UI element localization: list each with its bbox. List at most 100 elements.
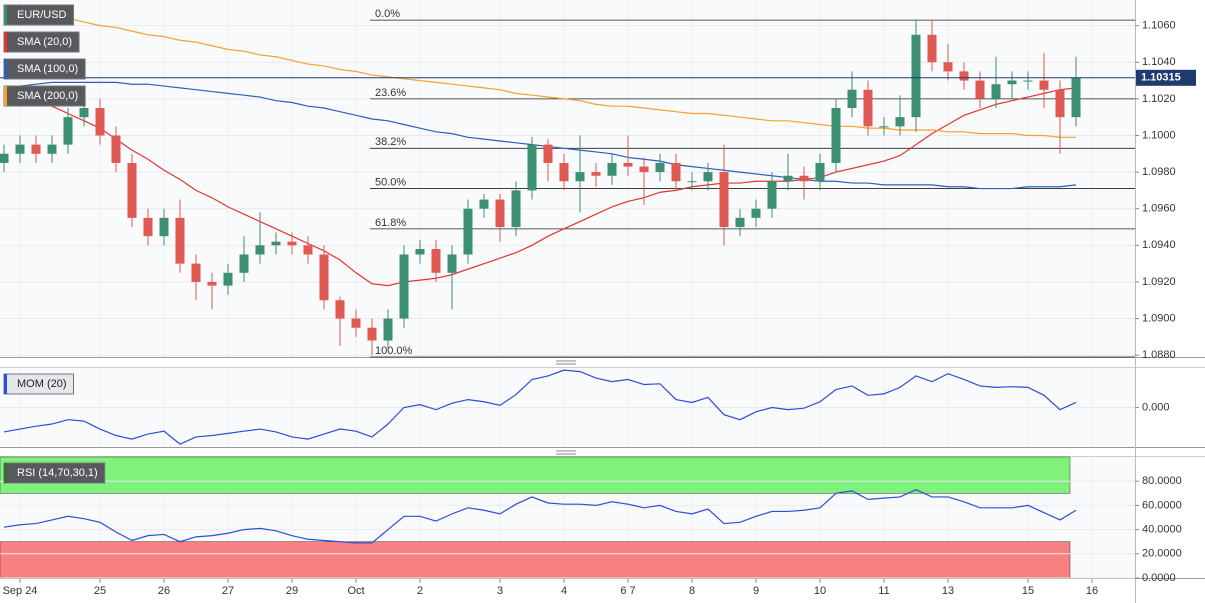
candle-body xyxy=(815,162,825,182)
fib-label: 23.6% xyxy=(375,87,406,99)
candle-body xyxy=(207,281,217,286)
legend-item: MOM (20) xyxy=(3,373,74,395)
candle-body xyxy=(1007,80,1017,85)
candle-body xyxy=(559,162,569,182)
candle-body xyxy=(383,318,393,341)
candle-body xyxy=(575,172,585,182)
x-tick-label: 15 xyxy=(1022,585,1034,597)
candle-body xyxy=(79,108,89,118)
candle-body xyxy=(703,172,713,182)
fib-label: 50.0% xyxy=(375,176,406,188)
y-tick-label: 80.0000 xyxy=(1142,475,1182,487)
x-tick-label: 13 xyxy=(942,585,954,597)
candle-body xyxy=(639,166,649,173)
candle-body xyxy=(911,34,921,118)
rsi-band xyxy=(0,456,1071,494)
candle-body xyxy=(255,245,265,255)
candle-body xyxy=(927,34,937,63)
candle-body xyxy=(31,144,41,154)
series-line xyxy=(3,6,1076,138)
candle-body xyxy=(239,254,249,273)
candle-body xyxy=(687,181,697,183)
candle-body xyxy=(495,199,505,228)
legend-label: SMA (200,0) xyxy=(17,90,78,102)
x-tick-label: 3 xyxy=(497,585,503,597)
y-tick-label: 60.0000 xyxy=(1142,499,1182,511)
candle-body xyxy=(655,162,665,173)
legend-item: SMA (20,0) xyxy=(3,31,80,53)
candle-body xyxy=(1071,77,1081,118)
y-tick-label: 1.1000 xyxy=(1142,129,1176,141)
fib-label: 61.8% xyxy=(375,217,406,229)
legend-strip xyxy=(4,5,7,25)
candle-body xyxy=(543,144,553,163)
x-tick-label: 25 xyxy=(94,585,106,597)
y-tick-label: 1.0980 xyxy=(1142,166,1176,178)
y-tick-label: 1.0960 xyxy=(1142,203,1176,215)
candle-body xyxy=(943,62,953,72)
candle-body xyxy=(63,117,73,145)
candle-body xyxy=(1023,80,1033,82)
candle-body xyxy=(831,108,841,163)
fib-label: 0.0% xyxy=(375,8,400,20)
candle-body xyxy=(623,162,633,167)
candle-body xyxy=(783,175,793,182)
x-tick-label: Oct xyxy=(347,585,364,597)
legend-item: RSI (14,70,30,1) xyxy=(3,462,106,484)
candle-body xyxy=(1055,89,1065,118)
candle-body xyxy=(767,181,777,209)
series-line xyxy=(3,489,1077,544)
candle-body xyxy=(191,263,201,282)
legend-label: RSI (14,70,30,1) xyxy=(17,467,98,479)
y-tick-label: 1.0880 xyxy=(1142,349,1176,361)
candle-body xyxy=(975,80,985,99)
x-tick-label: Sep 24 xyxy=(3,585,38,597)
candle-body xyxy=(719,172,729,228)
series-line xyxy=(3,81,1077,190)
candle-body xyxy=(415,248,425,255)
candle-body xyxy=(863,89,873,127)
candle-body xyxy=(991,84,1001,99)
y-tick-label: 40.0000 xyxy=(1142,524,1182,536)
candle-body xyxy=(735,217,745,228)
fib-label: 38.2% xyxy=(375,136,406,148)
candle-body xyxy=(463,208,473,255)
candle-body xyxy=(591,172,601,176)
candle-body xyxy=(15,144,25,154)
y-tick-label: 0.0000 xyxy=(1142,572,1176,584)
candle-body xyxy=(0,153,9,163)
x-tick-label: 29 xyxy=(286,585,298,597)
series-line xyxy=(3,85,1077,287)
legend-label: MOM (20) xyxy=(17,378,67,390)
candle-body xyxy=(335,300,345,319)
candle-body xyxy=(607,162,617,176)
candle-body xyxy=(159,217,169,237)
candle-body xyxy=(111,135,121,163)
legend-item: SMA (200,0) xyxy=(3,85,86,107)
candle-body xyxy=(319,254,329,301)
candle-body xyxy=(303,245,313,255)
y-tick-label: 1.1060 xyxy=(1142,20,1176,32)
fib-label: 100.0% xyxy=(375,345,413,357)
legend-strip xyxy=(4,59,7,79)
legend-item: SMA (100,0) xyxy=(3,58,86,80)
last-price-label: 1.10315 xyxy=(1141,72,1181,84)
x-tick-label: 16 xyxy=(1086,585,1098,597)
candle-body xyxy=(1039,80,1049,90)
candle-body xyxy=(143,217,153,237)
candle-body xyxy=(447,254,457,273)
y-tick-label: 1.1020 xyxy=(1142,93,1176,105)
candle-body xyxy=(287,241,297,246)
x-tick-label: 4 xyxy=(561,585,567,597)
y-tick-label: 1.0940 xyxy=(1142,239,1176,251)
legend-label: EUR/USD xyxy=(17,9,67,21)
candle-body xyxy=(879,126,889,128)
x-tick-label: 27 xyxy=(222,585,234,597)
legend-strip xyxy=(4,374,7,394)
candle-body xyxy=(175,217,185,264)
candle-body xyxy=(95,108,105,136)
y-tick-label: 1.0900 xyxy=(1142,312,1176,324)
candle-body xyxy=(47,144,57,154)
